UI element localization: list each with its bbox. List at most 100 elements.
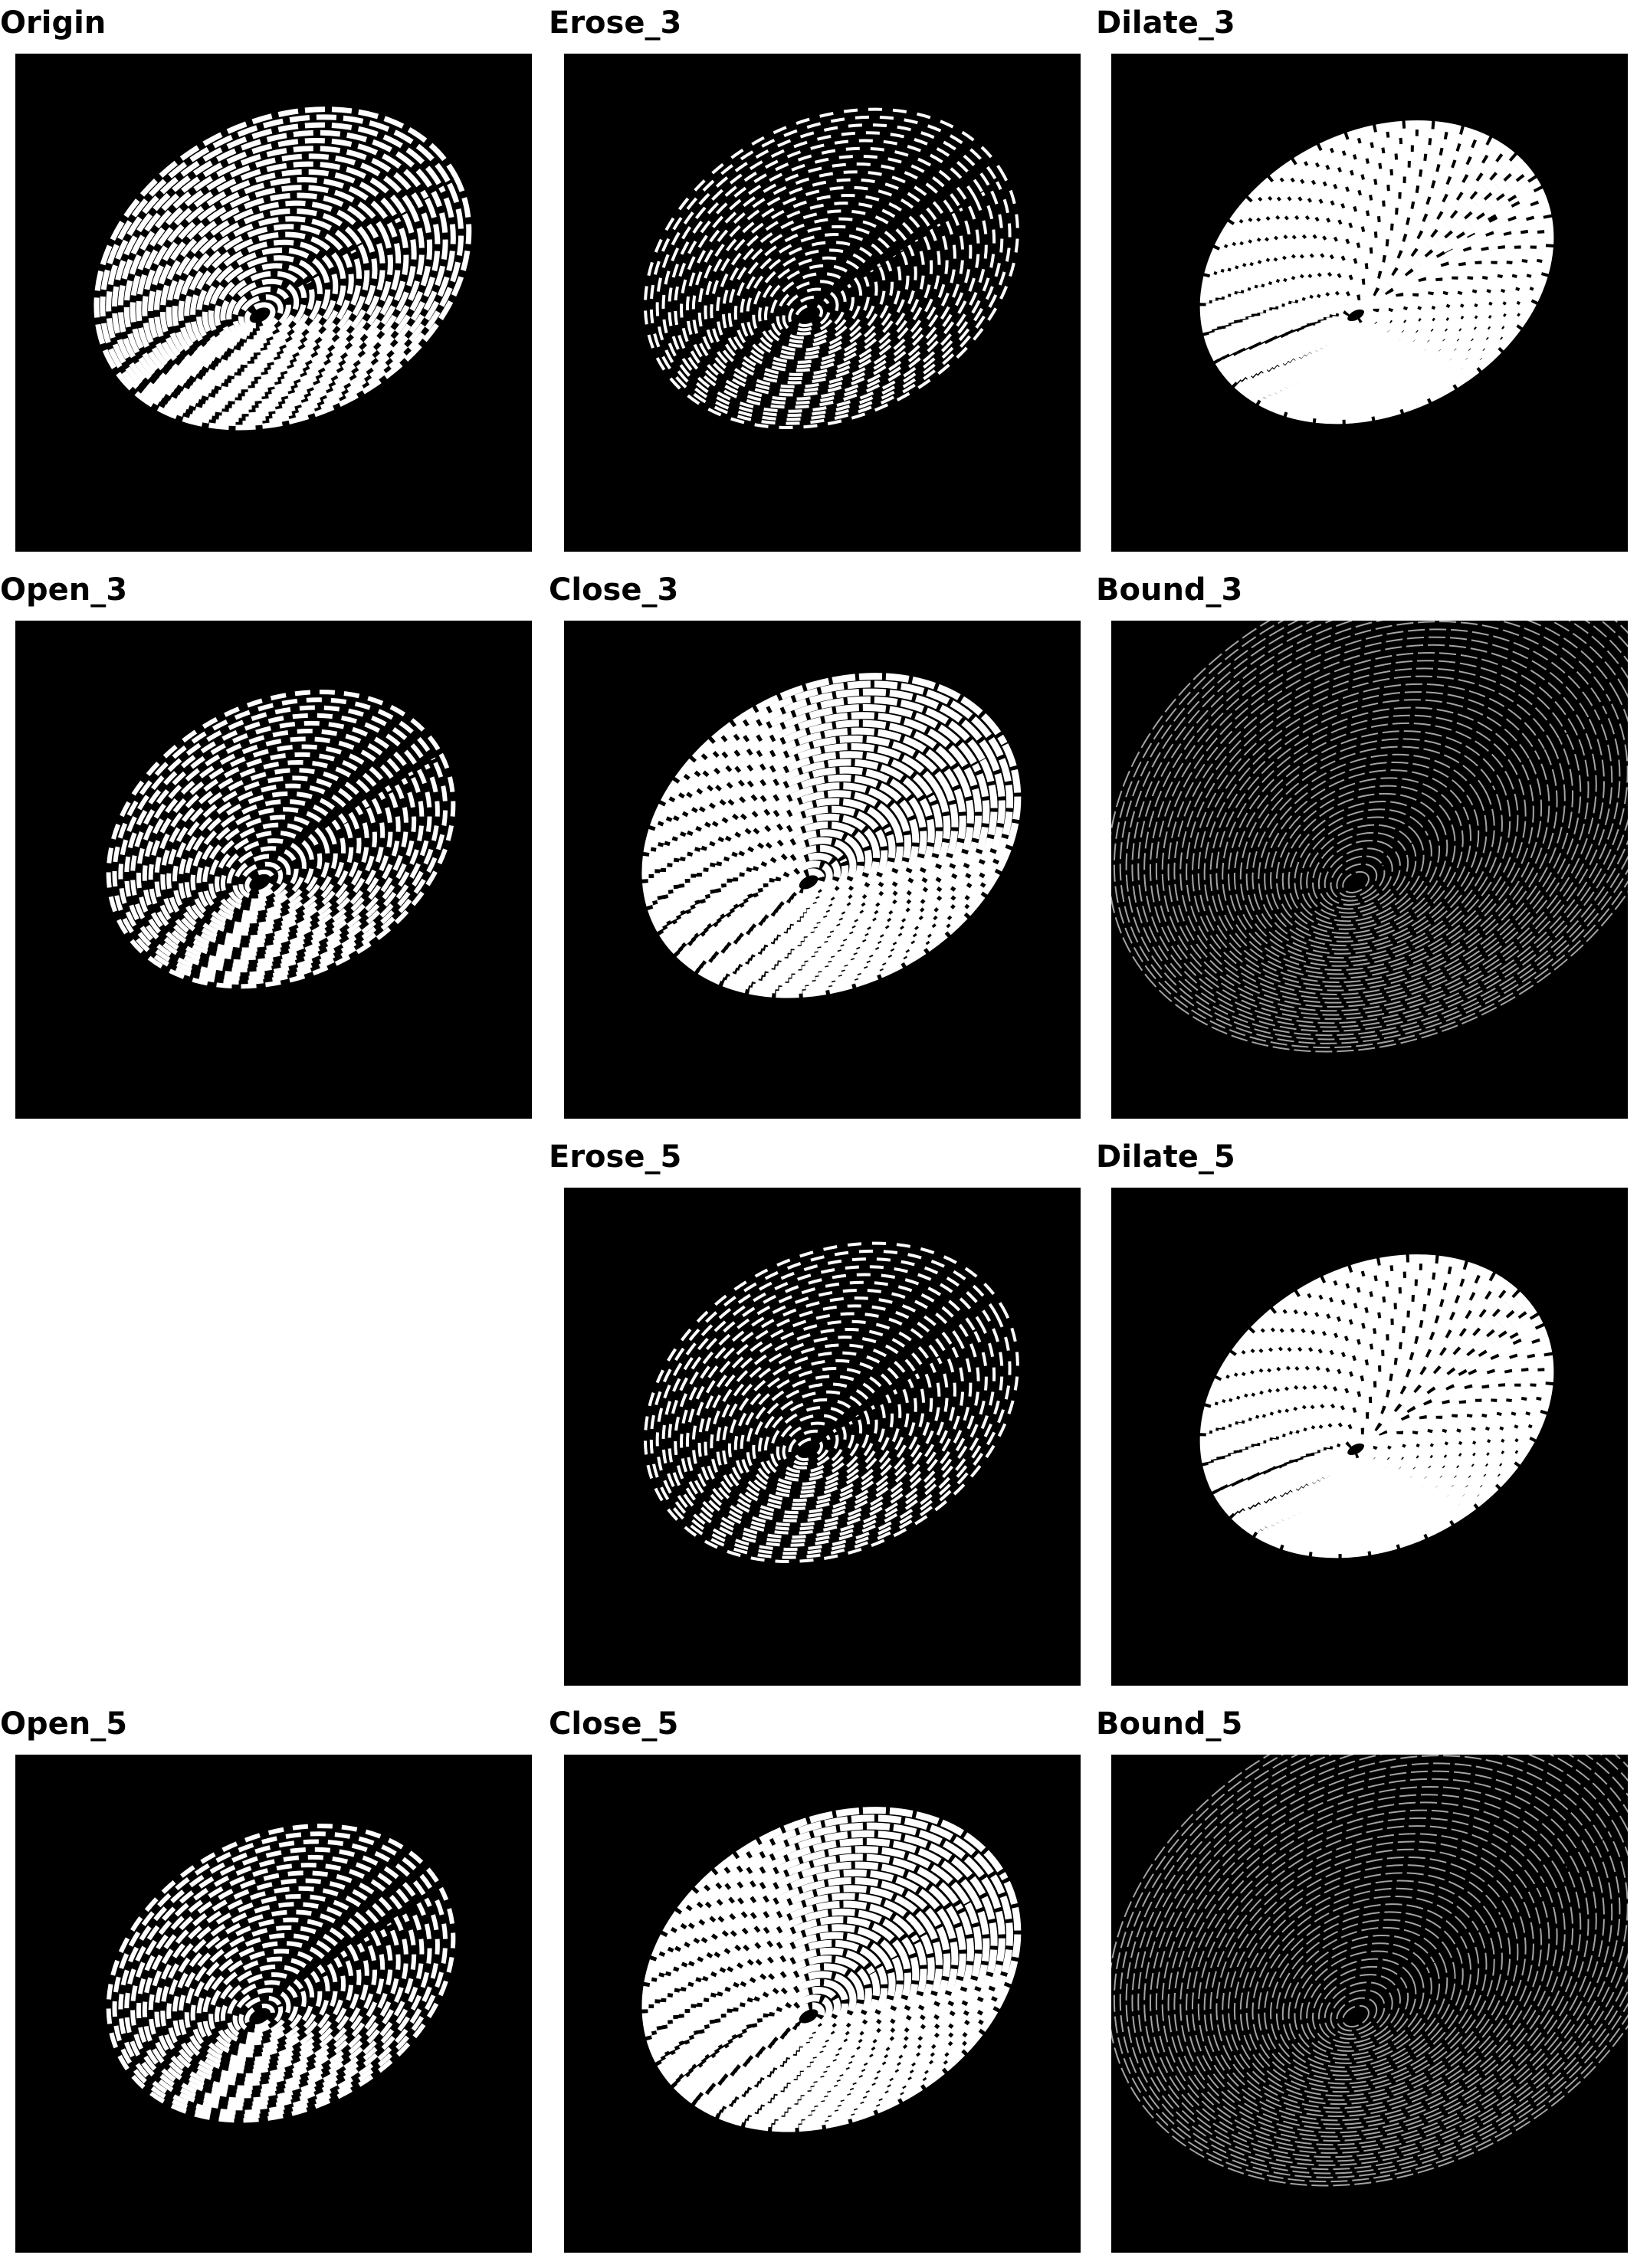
ridge-line	[153, 185, 393, 390]
panel-dilate3: Dilate_3	[1096, 0, 1632, 567]
ridge-line	[154, 1886, 393, 2090]
fingerprint-image	[1111, 1755, 1628, 2253]
ridge-line	[665, 703, 990, 982]
ridge-line	[792, 868, 825, 896]
ridge-line	[714, 1900, 927, 2083]
ridge-line	[1155, 628, 1613, 1020]
ridge-line	[244, 2003, 275, 2030]
panel-erose3: Erose_3	[549, 0, 1085, 567]
ridge-line	[1199, 1254, 1554, 1558]
panel-close3: Close_3	[549, 567, 1085, 1134]
ridge-line	[710, 1327, 933, 1519]
ridge-line	[668, 1273, 988, 1547]
ridge-line	[1275, 785, 1456, 939]
ridge-line	[142, 1870, 408, 2099]
fingerprint-image	[1111, 54, 1628, 552]
ridge-line	[1179, 1794, 1582, 2138]
ridge-line	[106, 122, 456, 422]
ridge-line	[142, 736, 408, 965]
ridge-line	[743, 805, 888, 929]
ridge-line	[112, 1831, 448, 2119]
ridge-line	[697, 178, 949, 393]
ridge-line	[704, 1319, 941, 1522]
ridge-line	[1119, 621, 1628, 1044]
ridge-line	[720, 1908, 920, 2080]
ridge-line	[776, 1414, 847, 1473]
ridge-line	[1137, 1755, 1628, 2166]
ridge-line	[136, 161, 417, 402]
ridge-line	[668, 139, 988, 413]
ridge-line	[1248, 1316, 1491, 1526]
fingerprint-ridges	[1111, 621, 1628, 1053]
ridge-line	[1317, 1974, 1401, 2044]
ridge-line	[214, 263, 315, 349]
ridge-line	[643, 1241, 1019, 1563]
ridge-line	[190, 1933, 346, 2066]
ridge-line	[750, 1947, 881, 2059]
ridge-line	[195, 239, 339, 362]
ridge-line	[649, 1249, 1012, 1559]
ridge-line	[1330, 1989, 1386, 2036]
ridge-line	[768, 837, 857, 913]
ridge-line	[732, 790, 904, 937]
ridge-line	[746, 241, 886, 360]
ridge-line	[1281, 1926, 1448, 2069]
ridge-line	[208, 822, 323, 919]
ridge-line	[792, 2002, 825, 2030]
ridge-line	[763, 1398, 863, 1482]
fingerprint-ridges	[106, 690, 456, 989]
ridge-line	[1270, 777, 1464, 942]
ridge-line	[1258, 1895, 1480, 2085]
ridge-line	[641, 673, 1022, 998]
fingerprint-image	[564, 621, 1081, 1119]
ridge-line	[123, 146, 433, 410]
ridge-line	[690, 1869, 959, 2099]
ridge-line	[720, 774, 920, 946]
ridge-line	[1336, 863, 1378, 898]
ridge-line	[1270, 1911, 1464, 2076]
ridge-line	[232, 854, 291, 903]
ridge-line	[1252, 753, 1488, 955]
ridge-line	[1306, 1958, 1417, 2052]
ridge-line	[648, 1814, 1014, 2129]
ridge-line	[1215, 1840, 1534, 2113]
ridge-line	[1167, 644, 1597, 1012]
ridge-line	[118, 705, 440, 981]
ridge-line	[660, 1830, 998, 2120]
ridge-line	[1338, 300, 1373, 331]
ridge-line	[130, 720, 425, 973]
ridge-line	[100, 114, 464, 427]
ridge-line	[178, 1917, 362, 2074]
ridge-line	[684, 727, 966, 970]
ridge-line	[774, 1978, 849, 2043]
ridge-line	[707, 759, 935, 953]
ridge-line	[1119, 1755, 1628, 2178]
panel-open3: Open_3	[0, 567, 536, 1134]
panel-close5: Close_5	[549, 1701, 1085, 2268]
ridge-line	[172, 208, 370, 378]
ridge-line	[660, 696, 998, 986]
ridge-line	[674, 146, 980, 409]
ridge-line	[166, 1902, 378, 2083]
ridge-line	[1215, 706, 1534, 979]
ridge-line	[1149, 621, 1621, 1024]
ridge-line	[661, 1265, 996, 1552]
ridge-line	[1284, 1364, 1445, 1501]
ridge-line	[691, 1304, 956, 1531]
ridge-line	[786, 860, 833, 900]
ridge-line	[794, 303, 823, 328]
ridge-line	[1306, 824, 1417, 918]
ridge-line	[166, 200, 378, 382]
ridge-line	[1300, 1950, 1425, 2057]
ridge-line	[112, 129, 448, 418]
ridge-line	[124, 713, 432, 977]
ridge-line	[733, 225, 902, 369]
ridge-line	[1131, 621, 1628, 1037]
panel-bound5: Bound_5	[1096, 1701, 1632, 2268]
ridge-line	[159, 192, 385, 385]
panel-title: Dilate_3	[1096, 5, 1235, 41]
ridge-line	[750, 813, 881, 925]
ridge-line	[1266, 1340, 1468, 1513]
ridge-line	[244, 302, 276, 329]
ridge-line	[1330, 855, 1386, 902]
